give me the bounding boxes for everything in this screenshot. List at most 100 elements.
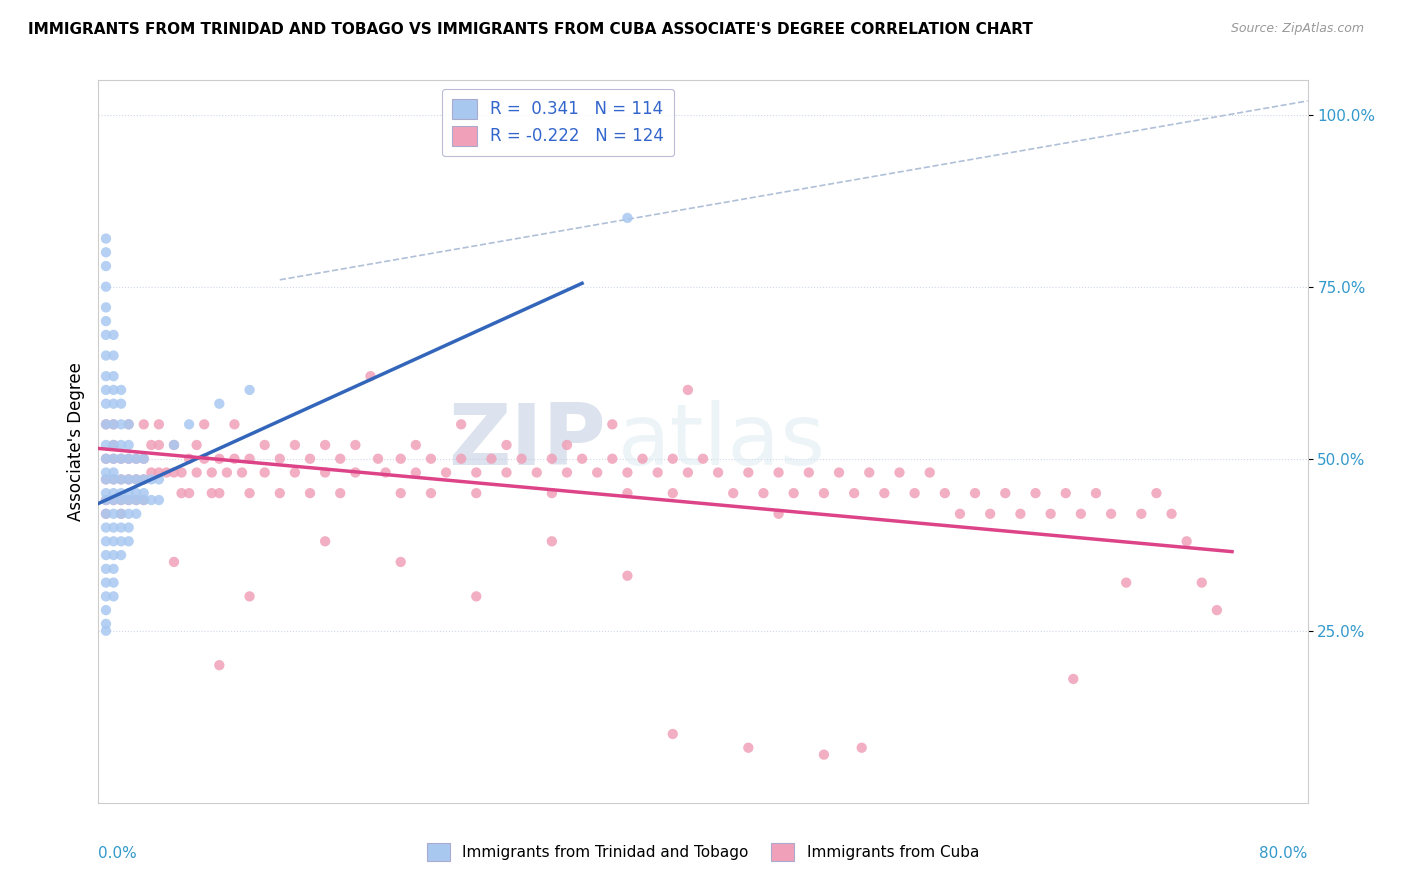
Point [94,493,117,508]
Point [844,486,866,500]
Point [103,548,125,562]
Point [1115,575,1137,590]
Text: atlas: atlas [619,400,827,483]
Point [110,417,132,432]
Point [602,451,624,466]
Point [224,417,246,432]
Point [201,466,224,480]
Point [797,466,820,480]
Point [692,451,714,466]
Point [526,466,548,480]
Point [132,472,155,486]
Point [465,486,488,500]
Text: 80.0%: 80.0% [1260,847,1308,861]
Point [94,548,117,562]
Point [103,417,125,432]
Point [495,438,517,452]
Point [540,486,562,500]
Point [125,451,148,466]
Point [118,451,141,466]
Point [465,590,488,604]
Point [132,493,155,508]
Point [163,438,186,452]
Point [420,486,443,500]
Point [94,314,117,328]
Point [661,727,683,741]
Point [904,486,927,500]
Point [94,472,117,486]
Point [616,211,638,225]
Point [299,486,322,500]
Point [103,520,125,534]
Point [141,438,163,452]
Point [141,466,163,480]
Point [141,493,163,508]
Point [616,568,638,582]
Point [360,369,382,384]
Point [110,493,132,508]
Point [208,486,231,500]
Point [94,616,117,631]
Point [118,472,141,486]
Point [94,383,117,397]
Point [103,534,125,549]
Point [1144,486,1167,500]
Point [1085,486,1108,500]
Point [103,417,125,432]
Point [94,279,117,293]
Point [269,486,291,500]
Point [858,466,880,480]
Point [813,486,835,500]
Point [94,245,117,260]
Point [481,451,503,466]
Point [201,486,224,500]
Point [1024,486,1046,500]
Point [132,451,155,466]
Point [965,486,987,500]
Point [239,451,262,466]
Point [148,417,170,432]
Point [208,397,231,411]
Point [813,747,835,762]
Point [208,451,231,466]
Point [1099,507,1122,521]
Point [540,451,562,466]
Point [329,451,352,466]
Point [231,466,253,480]
Point [1062,672,1084,686]
Point [405,466,427,480]
Point [239,383,262,397]
Point [118,507,141,521]
Point [125,472,148,486]
Point [495,466,517,480]
Point [1070,507,1092,521]
Point [873,486,896,500]
Point [170,486,193,500]
Point [239,590,262,604]
Point [768,507,790,521]
Point [284,466,307,480]
Point [103,438,125,452]
Point [125,493,148,508]
Point [269,451,291,466]
Point [110,397,132,411]
Point [94,520,117,534]
Point [125,493,148,508]
Point [224,451,246,466]
Point [949,507,972,521]
Point [1160,507,1182,521]
Point [103,383,125,397]
Point [94,301,117,315]
Point [465,466,488,480]
Point [103,575,125,590]
Point [94,417,117,432]
Point [110,383,132,397]
Point [94,451,117,466]
Text: Source: ZipAtlas.com: Source: ZipAtlas.com [1230,22,1364,36]
Point [253,438,276,452]
Point [571,451,593,466]
Point [110,451,132,466]
Point [125,451,148,466]
Point [103,493,125,508]
Point [94,369,117,384]
